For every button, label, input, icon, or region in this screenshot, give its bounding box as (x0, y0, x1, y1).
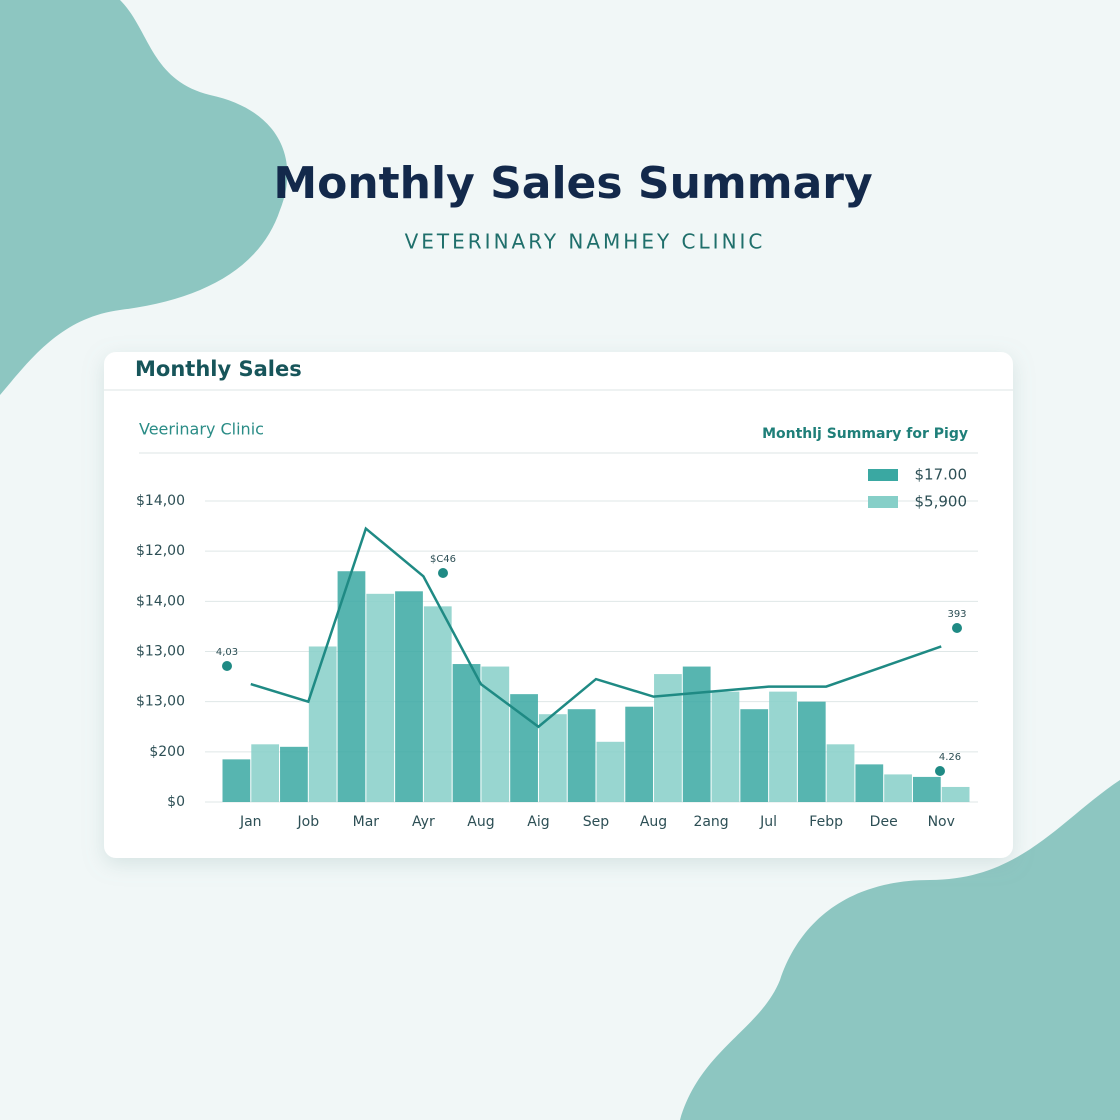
bar (912, 776, 941, 802)
bar (884, 774, 912, 802)
bar (711, 691, 740, 802)
bar (797, 701, 826, 802)
bar (538, 714, 567, 802)
bar (740, 709, 769, 802)
legend-swatch (868, 469, 898, 481)
bar (222, 759, 251, 802)
y-tick-label: $14,00 (136, 493, 185, 509)
left-caption: Veerinary Clinic (139, 420, 264, 439)
bar (280, 746, 308, 802)
bar (423, 606, 452, 802)
bar (510, 694, 538, 802)
x-tick-label: Jan (239, 814, 262, 830)
bar (596, 741, 625, 802)
page-subtitle: VETERINARY NAMHEY CLINIC (405, 230, 766, 254)
annotation-dot (935, 766, 945, 776)
annotation-dot (952, 623, 962, 633)
blob-top-left (0, 0, 288, 395)
blob-bottom-right (680, 780, 1120, 1120)
bar (337, 571, 366, 802)
legend-swatch (868, 496, 898, 508)
x-tick-label: Aig (527, 814, 549, 830)
annotation: 4,03 (216, 647, 238, 658)
x-tick-label: Ayr (412, 814, 435, 830)
line-series (250, 526, 942, 729)
legend-label: $17.00 (915, 466, 968, 484)
page-title: Monthly Sales Summary (273, 158, 872, 209)
annotation: $C46 (430, 554, 456, 565)
bar (769, 691, 797, 802)
x-tick-label: 2ang (693, 814, 728, 830)
right-caption: Monthlj Summary for Pigy (762, 426, 968, 442)
y-tick-label: $13,00 (136, 644, 185, 660)
bar (567, 709, 596, 802)
y-tick-label: $13,00 (136, 694, 185, 710)
y-tick-label: $12,00 (136, 543, 185, 559)
x-tick-label: Dee (870, 814, 898, 830)
bar (452, 664, 481, 802)
bar (941, 786, 970, 802)
bar (308, 646, 337, 802)
bar (625, 706, 654, 802)
bar (826, 744, 855, 802)
x-tick-label: Jul (759, 814, 777, 830)
bar (855, 764, 884, 802)
x-tick-label: Mar (353, 814, 380, 830)
bar (654, 674, 682, 802)
y-tick-label: $14,00 (136, 593, 185, 609)
legend-label: $5,900 (915, 493, 968, 511)
annotation: 4.26 (939, 752, 961, 763)
x-tick-label: Aug (467, 814, 494, 830)
card-title: Monthly Sales (135, 357, 302, 381)
bar (682, 666, 711, 802)
bar (366, 593, 395, 802)
y-tick-label: $200 (149, 744, 185, 760)
x-tick-label: Sep (583, 814, 610, 830)
annotation: 393 (947, 609, 966, 620)
x-tick-label: Nov (928, 814, 955, 830)
y-tick-label: $0 (167, 794, 185, 810)
bar (395, 591, 423, 802)
annotation-dot (438, 568, 448, 578)
bar (251, 744, 280, 802)
x-tick-label: Febp (809, 814, 843, 830)
x-tick-label: Aug (640, 814, 667, 830)
annotation-dot (222, 661, 232, 671)
x-tick-label: Job (297, 814, 320, 830)
